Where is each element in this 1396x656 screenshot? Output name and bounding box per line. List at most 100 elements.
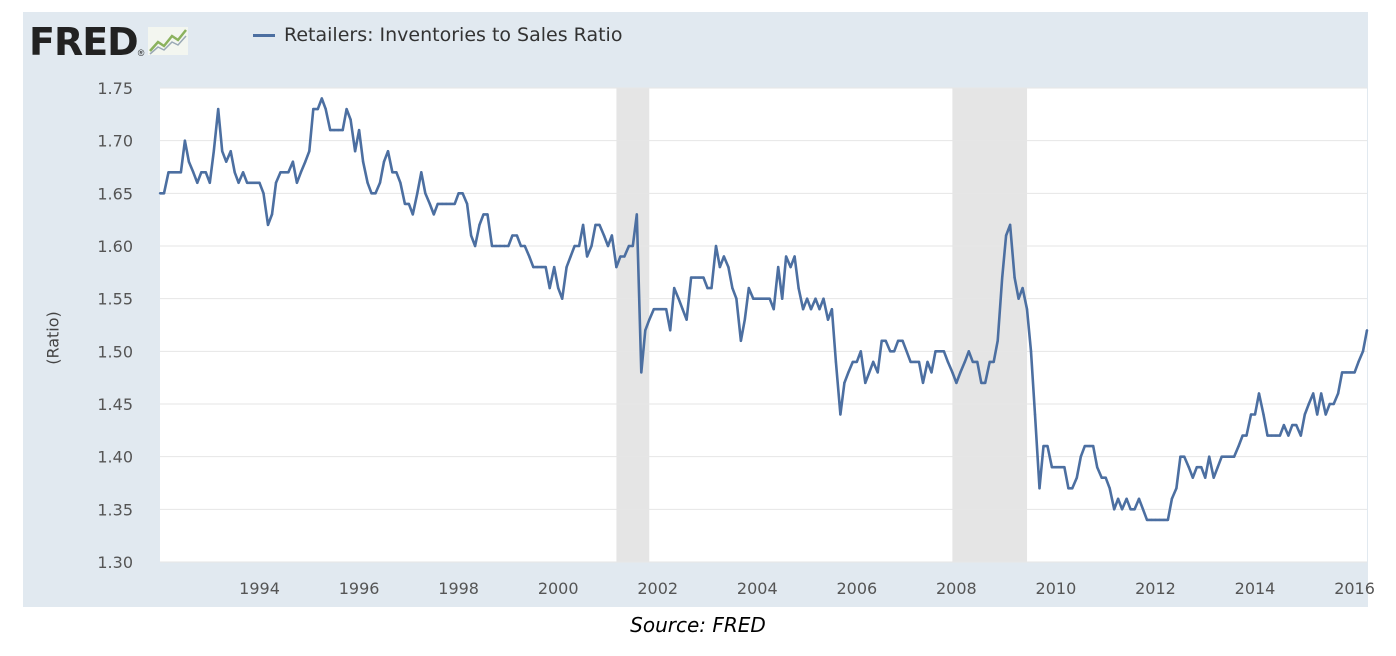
plot-area: [160, 88, 1367, 562]
data-point: [403, 202, 407, 206]
data-point: [361, 160, 365, 163]
x-tick-label: 1994: [239, 579, 280, 598]
data-point: [1282, 423, 1286, 427]
y-tick-label: 1.50: [97, 342, 133, 361]
data-point: [399, 181, 402, 184]
data-point: [1216, 466, 1219, 469]
data-point: [1120, 508, 1124, 511]
data-point: [760, 297, 763, 300]
data-point: [1361, 350, 1365, 353]
data-point: [329, 128, 332, 132]
data-point: [1349, 371, 1352, 374]
data-point: [175, 171, 178, 174]
data-point: [606, 244, 610, 248]
data-point: [1204, 476, 1207, 479]
data-point: [652, 308, 655, 311]
data-point: [1257, 392, 1261, 395]
data-point: [337, 128, 340, 132]
data-point: [461, 192, 464, 195]
data-point: [1332, 402, 1335, 406]
data-point: [1195, 466, 1199, 469]
data-point: [1058, 466, 1062, 469]
x-tick-label: 2002: [637, 579, 678, 598]
data-point: [1220, 455, 1223, 458]
data-point: [834, 360, 838, 364]
data-point: [187, 160, 191, 163]
data-point: [1170, 497, 1174, 500]
data-point: [283, 171, 286, 174]
data-point: [295, 181, 299, 184]
data-point: [889, 350, 892, 353]
recession-band-1: [952, 88, 1028, 562]
data-point: [656, 308, 659, 311]
data-point: [486, 213, 489, 216]
data-point: [1125, 497, 1128, 500]
data-point: [768, 297, 771, 300]
data-point: [229, 150, 232, 153]
data-point: [673, 286, 676, 290]
legend-swatch: [253, 33, 275, 37]
data-point: [1237, 444, 1240, 448]
data-point: [814, 297, 817, 300]
data-point: [581, 223, 585, 227]
data-point: [1025, 308, 1029, 311]
data-point: [864, 381, 867, 385]
data-point: [727, 265, 730, 269]
data-point: [752, 297, 755, 300]
data-point: [411, 213, 414, 216]
data-point: [884, 339, 887, 342]
data-point: [1071, 487, 1074, 490]
data-point: [640, 371, 643, 374]
data-point: [374, 192, 377, 195]
x-tick-label: 2014: [1235, 579, 1276, 598]
data-point: [909, 360, 912, 364]
data-point: [809, 308, 813, 311]
data-point: [677, 297, 680, 300]
data-point: [996, 339, 999, 342]
data-point: [1008, 223, 1012, 227]
x-tick-label: 2000: [538, 579, 579, 598]
data-point: [980, 381, 983, 385]
data-point: [469, 234, 473, 237]
data-point: [1200, 466, 1203, 469]
data-point: [784, 255, 788, 258]
data-point: [1232, 455, 1236, 458]
data-point: [1038, 487, 1041, 490]
data-point: [1158, 518, 1161, 522]
data-point: [619, 255, 622, 258]
data-point: [718, 265, 722, 269]
data-point: [428, 202, 431, 206]
data-point: [644, 329, 647, 332]
data-point: [938, 350, 942, 353]
data-point: [494, 244, 498, 248]
data-point: [162, 192, 166, 195]
data-point: [1274, 434, 1278, 437]
data-point: [615, 265, 618, 269]
data-point: [333, 128, 336, 132]
data-point: [1179, 455, 1182, 458]
fred-logo[interactable]: FRED ®: [29, 22, 189, 62]
data-point: [1336, 392, 1340, 395]
data-point: [631, 244, 634, 248]
data-point: [1270, 434, 1273, 437]
data-point: [805, 297, 809, 300]
data-point: [926, 360, 929, 364]
y-tick-label: 1.35: [97, 500, 133, 519]
data-point: [1324, 413, 1327, 416]
data-point: [225, 160, 228, 163]
data-point: [789, 265, 792, 269]
data-point: [1344, 371, 1348, 374]
data-point: [1075, 476, 1079, 479]
data-point: [917, 360, 921, 364]
y-axis-ticks: 1.30 1.35 1.40 1.45 1.50 1.55 1.60 1.65 1.70 1.75: [97, 79, 133, 572]
data-point: [1083, 444, 1087, 448]
data-point: [1013, 276, 1016, 279]
data-point: [274, 181, 278, 184]
data-point: [1291, 423, 1294, 427]
data-point: [930, 371, 933, 374]
data-point: [424, 192, 427, 195]
data-point: [1249, 413, 1253, 416]
data-point: [1224, 455, 1228, 458]
data-point: [349, 118, 352, 121]
data-point: [1245, 434, 1248, 437]
